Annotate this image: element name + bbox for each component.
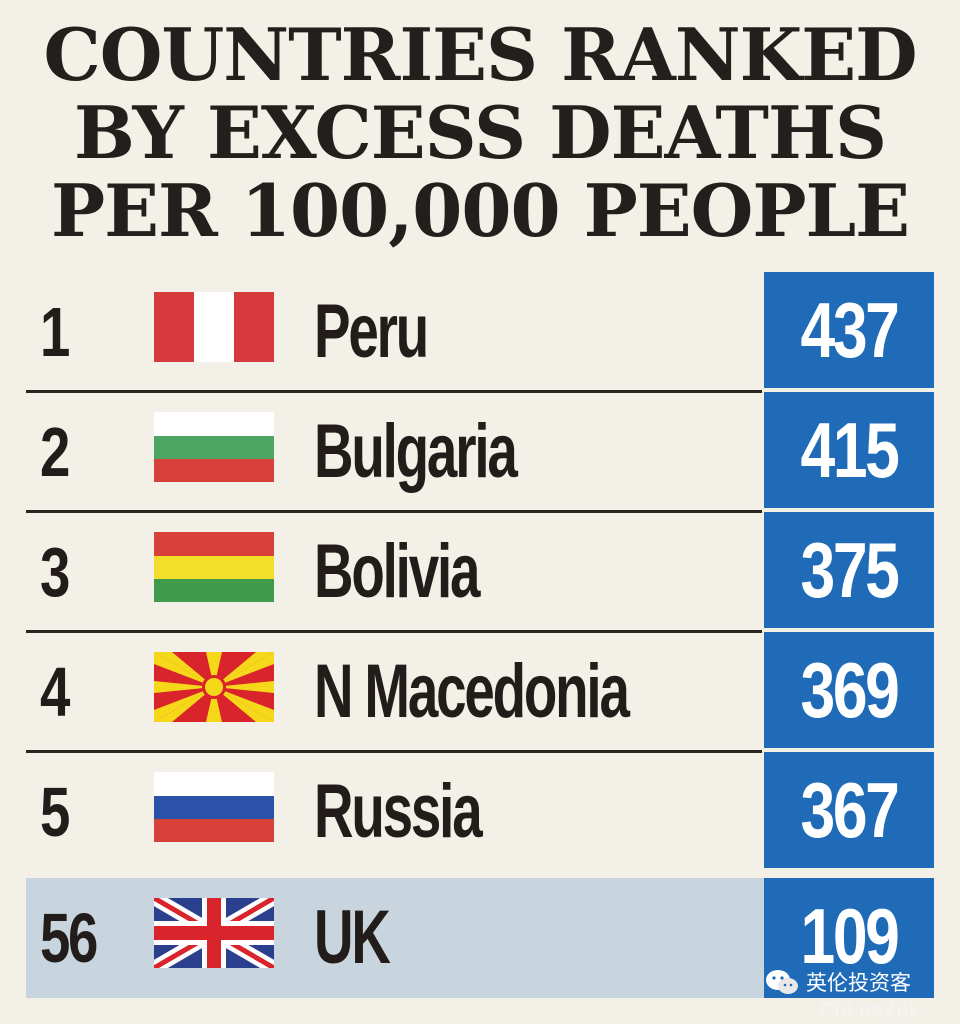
row-divider <box>26 630 762 633</box>
value-box: 367 <box>764 752 934 868</box>
table-row: 2 Bulgaria 415 <box>26 392 934 513</box>
highlight-background <box>26 878 764 998</box>
bulgaria-flag-icon <box>154 412 274 482</box>
value-label: 367 <box>800 766 900 854</box>
value-label: 415 <box>800 406 900 494</box>
rank-label: 3 <box>40 533 70 611</box>
value-box: 369 <box>764 632 934 748</box>
bolivia-flag-icon <box>154 532 274 602</box>
row-divider <box>26 390 762 393</box>
value-box: 437 <box>764 272 934 388</box>
table-row-highlighted: 56 UK 109 <box>26 878 934 998</box>
country-label: N Macedonia <box>314 649 630 734</box>
row-divider <box>26 510 762 513</box>
north-macedonia-flag-icon <box>154 652 274 722</box>
country-label: Bolivia <box>314 529 480 614</box>
title-line-3: PER 100,000 PEOPLE <box>50 168 910 253</box>
watermark: 英伦投资客 <box>764 962 934 1002</box>
value-label: 375 <box>800 526 900 614</box>
value-box: 109 <box>764 878 934 998</box>
value-box: 415 <box>764 392 934 508</box>
rank-label: 2 <box>40 413 70 491</box>
table-row: 5 Russia 367 <box>26 752 934 872</box>
title-line-1: COUNTRIES RANKED <box>43 12 917 97</box>
country-label: Peru <box>314 289 429 374</box>
russia-flag-icon <box>154 772 274 842</box>
value-box: 375 <box>764 512 934 628</box>
table-row: 3 Bolivia 375 <box>26 512 934 633</box>
peru-flag-icon <box>154 292 274 362</box>
rank-label: 4 <box>40 653 70 731</box>
table-row: 1 Peru 437 <box>26 272 934 393</box>
rank-label: 5 <box>40 773 70 851</box>
rank-label: 1 <box>40 293 70 371</box>
country-label: Bulgaria <box>314 409 518 494</box>
country-label: UK <box>314 895 391 980</box>
row-divider <box>26 750 762 753</box>
chart-title: COUNTRIES RANKED BY EXCESS DEATHS PER 10… <box>0 16 960 250</box>
country-label: Russia <box>314 769 483 854</box>
value-label: 109 <box>800 892 900 980</box>
table-row: 4 N Macedonia 369 <box>26 632 934 753</box>
watermark-label: 英伦投资客 <box>806 971 911 995</box>
wechat-icon <box>766 970 798 994</box>
value-label: 437 <box>800 286 900 374</box>
watermark-sublabel: Chi na2uk <box>820 998 921 1022</box>
uk-flag-icon <box>154 898 274 968</box>
title-line-2: BY EXCESS DEATHS <box>73 90 887 175</box>
rank-label: 56 <box>40 899 98 977</box>
value-label: 369 <box>800 646 900 734</box>
